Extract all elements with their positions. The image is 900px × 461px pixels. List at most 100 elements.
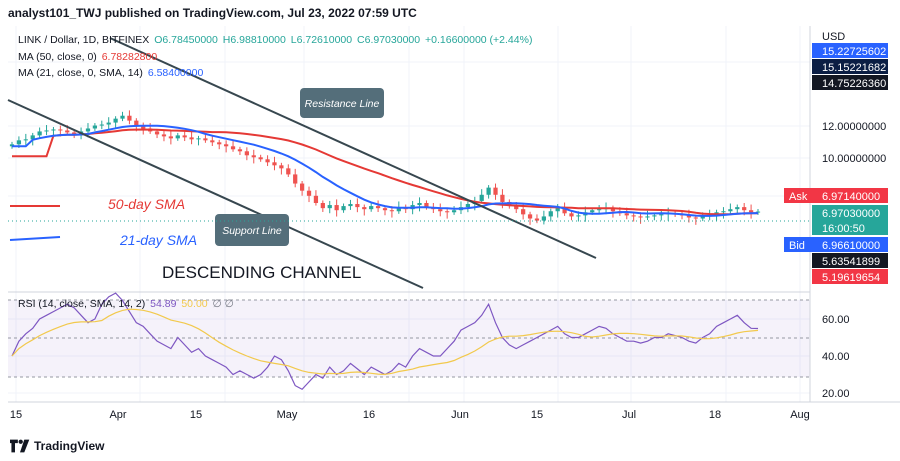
support-label: Support Line: [222, 225, 282, 237]
candle-body: [396, 207, 401, 212]
legend-ma50: MA (50, close, 0): [18, 51, 97, 63]
candle-body: [534, 218, 540, 221]
candle-body: [168, 136, 173, 139]
ma21-line: [12, 124, 759, 217]
candle-body: [721, 211, 726, 213]
candle-body: [382, 208, 388, 211]
candle-body: [610, 208, 616, 212]
candle-body: [217, 142, 222, 145]
candle-body: [265, 159, 270, 163]
candle-body: [51, 129, 56, 131]
legend-symbol[interactable]: LINK / Dollar, 1D, BITFINEX: [18, 34, 150, 46]
publisher-banner: analyst101_TWJ published on TradingView.…: [0, 0, 900, 26]
price-tag: [812, 205, 888, 220]
price-tag: [812, 188, 888, 203]
legend-symbol-row: LINK / Dollar, 1D, BITFINEX O6.78450000 …: [18, 34, 534, 46]
candle-body: [631, 215, 636, 217]
candle-body: [230, 146, 236, 150]
candle-body: [224, 144, 229, 147]
price-tag-value: 6.96610000: [822, 240, 880, 252]
time-axis[interactable]: 15 Apr 15 May 16 Jun 15 Jul 18 Aug: [10, 409, 810, 421]
price-tag: [812, 269, 888, 284]
support-callout: [215, 214, 289, 246]
price-tag-value: 6.97030000: [822, 208, 880, 220]
bid-label: Bid: [789, 240, 805, 252]
price-tag: [812, 59, 888, 74]
candle-body: [203, 138, 208, 141]
price-tick-label: 12.00000000: [822, 121, 886, 133]
legend-low: L6.72610000: [290, 34, 353, 46]
candle-body: [389, 210, 395, 212]
tradingview-wordmark: TradingView: [34, 439, 105, 453]
candle-body: [120, 115, 125, 119]
chart-canvas[interactable]: Resistance Line Support Line 50-day SMA 21-…: [0, 0, 900, 432]
descending-channel: [7, 37, 597, 289]
price-tag-value: 15.15221682: [822, 62, 886, 74]
candle-body: [590, 210, 595, 213]
legend-ma21-row[interactable]: MA (21, close, 0, SMA, 14) 6.58400000: [18, 67, 205, 79]
legend-change: +0.16600000 (+2.44%): [425, 34, 533, 46]
time-tick-label: 15: [531, 409, 543, 421]
time-tick-label: 15: [190, 409, 202, 421]
candle-body: [341, 206, 346, 211]
price-axis[interactable]: USD12.0000000010.000000008.0000000015.22…: [784, 31, 888, 284]
time-tick-label: Jun: [451, 409, 469, 421]
candle-body: [334, 205, 339, 211]
rsi-tick-label: 20.00: [822, 388, 850, 400]
candle-body: [348, 204, 353, 207]
legend-rsi-row[interactable]: RSI (14, close, SMA, 14, 2) 54.89 50.00 …: [18, 298, 236, 310]
candle-body: [279, 165, 284, 169]
candle-body: [500, 194, 505, 202]
rsi-axis[interactable]: 60.00 40.00 20.00: [822, 314, 850, 400]
candle-body: [272, 162, 277, 166]
legend-rsi: RSI (14, close, SMA, 14, 2): [18, 298, 146, 310]
candle-body: [23, 139, 28, 141]
legend-open: O6.78450000: [154, 34, 218, 46]
candle-body: [251, 155, 256, 158]
candle-body: [369, 206, 374, 210]
candle-body: [424, 202, 429, 208]
candle-body: [237, 149, 243, 152]
time-tick-label: May: [277, 409, 298, 421]
candle-body: [645, 216, 650, 218]
candle-body: [652, 215, 657, 217]
rsi-tick-label: 40.00: [822, 351, 850, 363]
time-tick-label: Apr: [109, 409, 126, 421]
candle-body: [555, 208, 560, 212]
sma21-label: 21-day SMA: [119, 232, 197, 248]
price-tag-value: 16:00:50: [822, 223, 865, 235]
ask-tag: [784, 188, 812, 203]
legend-ma50-row[interactable]: MA (50, close, 0) 6.78282800: [18, 51, 159, 63]
candle-body: [569, 213, 574, 217]
candle-body: [562, 208, 567, 214]
candle-body: [44, 130, 49, 132]
candle-body: [258, 157, 263, 160]
candle-body: [37, 131, 42, 136]
price-tag-value: 5.63541899: [822, 256, 880, 268]
candle-body: [189, 137, 194, 140]
price-tag: [812, 220, 888, 235]
time-tick-label: Aug: [790, 409, 810, 421]
price-tag: [812, 75, 888, 90]
candle-body: [693, 217, 698, 219]
candle-body: [445, 211, 450, 213]
candle-body: [134, 120, 139, 127]
support-line: [7, 99, 424, 289]
candle-body: [521, 209, 526, 215]
candle-body: [313, 195, 319, 203]
candle-body: [306, 190, 312, 196]
candle-body: [451, 210, 457, 213]
annotations: Resistance Line Support Line 50-day SMA 21-…: [9, 88, 384, 282]
candle-body: [735, 207, 740, 210]
candle-body: [72, 132, 77, 135]
candle-body: [479, 194, 484, 201]
candle-body: [659, 214, 664, 216]
price-tick-label: 10.00000000: [822, 153, 886, 165]
candle-body: [541, 216, 546, 221]
rsi-tick-label: 60.00: [822, 314, 850, 326]
candle-body: [210, 140, 215, 143]
legend-rsi-value: 54.89: [150, 298, 177, 310]
channel-label: DESCENDING CHANNEL: [162, 263, 361, 282]
time-tick-label: Jul: [622, 409, 636, 421]
sma21-marker: [9, 236, 61, 241]
